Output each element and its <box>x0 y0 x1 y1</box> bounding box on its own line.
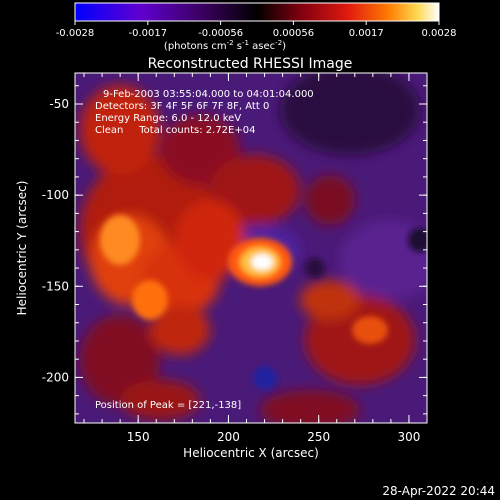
x-tick-label: 300 <box>397 430 420 444</box>
plot-frame <box>74 72 428 424</box>
plot-title: Reconstructed RHESSI Image <box>148 56 353 72</box>
colorbar-gradient <box>74 2 440 22</box>
info-block: 9-Feb-2003 03:55:04.000 to 04:01:04.000 … <box>95 89 314 136</box>
colorbar-tick-label: -0.0017 <box>128 28 167 39</box>
x-tick-label: 250 <box>307 430 330 444</box>
info-line-time: 9-Feb-2003 03:55:04.000 to 04:01:04.000 <box>103 89 314 100</box>
y-axis: -50 -100 -150 -200 <box>42 85 427 415</box>
peak-position-label: Position of Peak = [221,-138] <box>95 400 241 411</box>
y-tick-label: -50 <box>49 97 69 111</box>
info-line-detectors: Detectors: 3F 4F 5F 6F 7F 8F, Att 0 <box>95 101 269 112</box>
colorbar-ticks: -0.0028 -0.0017 -0.00056 0.00056 0.0017 0.002… <box>56 21 457 39</box>
colorbar: -0.0028 -0.0017 -0.00056 0.00056 0.0017 0.002… <box>56 2 457 52</box>
rhessi-image <box>75 73 427 423</box>
x-tick-label: 200 <box>217 430 240 444</box>
y-axis-label: Heliocentric Y (arcsec) <box>15 181 29 316</box>
colorbar-tick-label: 0.00056 <box>273 28 314 39</box>
info-line-energy: Energy Range: 6.0 - 12.0 keV <box>95 113 241 124</box>
y-tick-label: -100 <box>42 188 69 202</box>
y-tick-label: -150 <box>42 279 69 293</box>
colorbar-tick-label: -0.00056 <box>198 28 243 39</box>
x-axis-label: Heliocentric X (arcsec) <box>183 446 319 460</box>
timestamp: 28-Apr-2022 20:44 <box>382 484 495 498</box>
y-tick-label: -200 <box>42 370 69 384</box>
info-line-clean: Clean Total counts: 2.72E+04 <box>95 125 255 136</box>
colorbar-tick-label: 0.0017 <box>349 28 384 39</box>
colorbar-units: (photons cm-2 s-1 asec-2) <box>164 39 286 52</box>
x-tick-label: 150 <box>127 430 150 444</box>
colorbar-tick-label: 0.0028 <box>422 28 457 39</box>
x-axis: 150 200 250 300 <box>83 73 428 444</box>
colorbar-tick-label: -0.0028 <box>56 28 95 39</box>
